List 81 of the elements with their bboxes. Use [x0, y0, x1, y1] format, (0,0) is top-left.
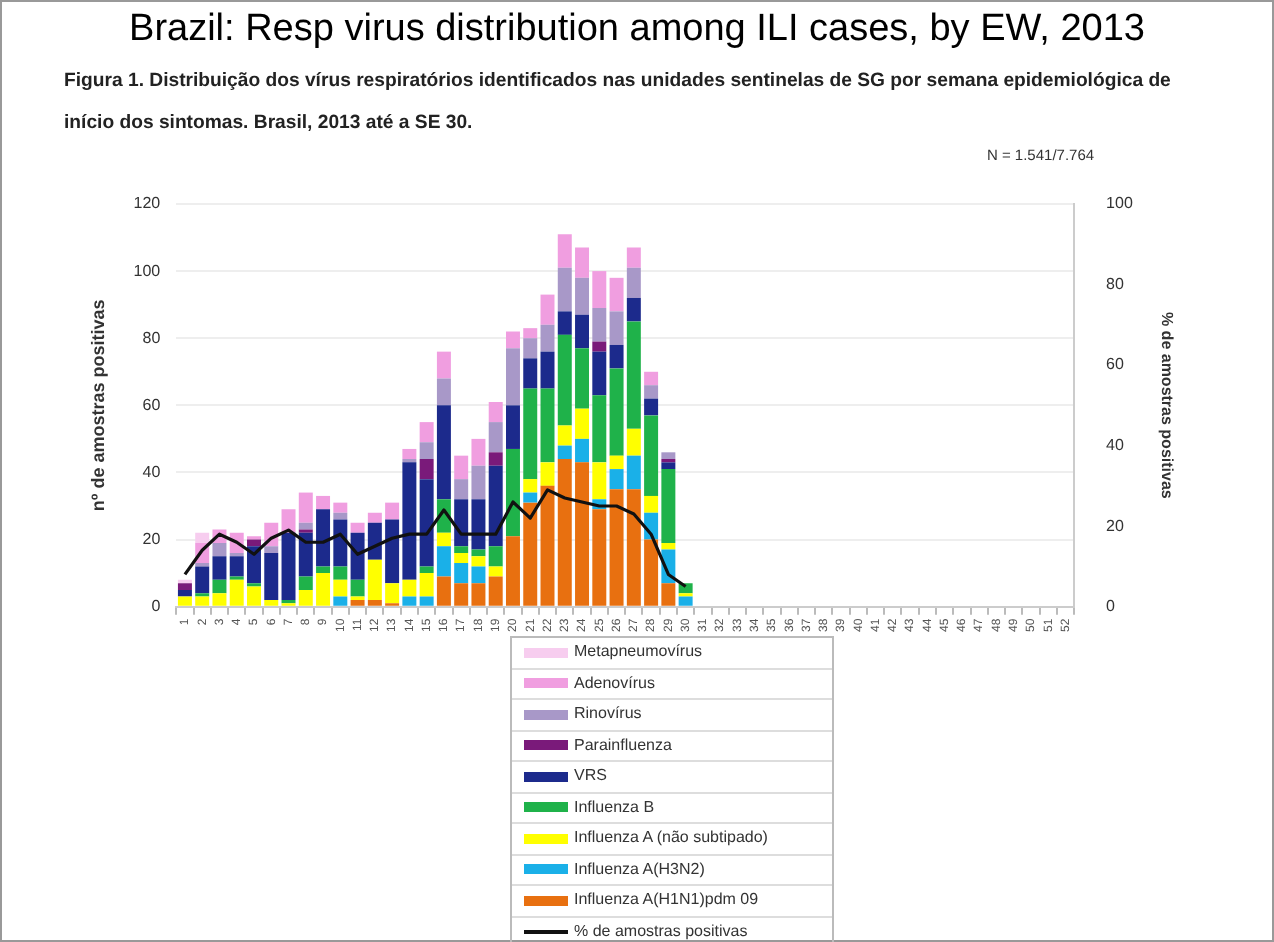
- y2-axis-title: % de amostras positivas: [1157, 311, 1176, 500]
- bar: [419, 566, 434, 574]
- bar: [436, 351, 451, 379]
- bar: [626, 247, 641, 268]
- legend-label: % de amostras positivas: [574, 919, 748, 942]
- chart-subtitle: Figura 1. Distribuição dos vírus respiratórios identificados nas unidades sentinelas de SG por semana epidemiológica de início dos sintomas. Brasil, 2013 até a SE 30.: [64, 68, 1173, 138]
- y2-tick-label: 100: [1106, 194, 1134, 213]
- bar: [626, 297, 641, 322]
- bar: [419, 442, 434, 460]
- bar: [264, 546, 279, 553]
- bar: [523, 358, 538, 389]
- bar: [626, 267, 641, 298]
- bar: [488, 422, 503, 453]
- y2-tick-label: 80: [1106, 274, 1125, 293]
- bar: [419, 573, 434, 597]
- bar: [436, 532, 451, 547]
- bar: [488, 566, 503, 577]
- y-tick-label: 0: [151, 597, 162, 616]
- bar: [177, 583, 192, 590]
- legend-label: Metapneumovírus: [574, 640, 703, 664]
- bar: [488, 465, 503, 547]
- y-tick-label: 100: [133, 261, 162, 280]
- bar: [523, 492, 538, 503]
- chart-title: Brazil: Resp virus distribution among ILI cases, by EW, 2013: [127, 8, 1147, 52]
- bar: [661, 452, 676, 460]
- y-tick-label: 60: [142, 395, 162, 414]
- legend-label: Adenovírus: [574, 671, 655, 695]
- bar: [540, 462, 555, 486]
- legend-label: Influenza A(H1N1)pdm 09: [574, 888, 759, 912]
- bar: [644, 371, 659, 386]
- legend-label: Influenza B: [574, 795, 655, 819]
- bar: [333, 596, 348, 606]
- bar: [540, 388, 555, 463]
- bar: [419, 422, 434, 443]
- bar: [609, 277, 624, 312]
- bar: [212, 579, 227, 594]
- bar: [592, 351, 607, 396]
- bar: [661, 542, 676, 550]
- legend-label: Influenza A (não subtipado): [574, 826, 768, 850]
- bar: [488, 546, 503, 567]
- bar: [644, 398, 659, 416]
- bar: [644, 385, 659, 399]
- bar: [540, 351, 555, 389]
- legend-label: VRS: [574, 764, 607, 788]
- bar: [540, 294, 555, 325]
- bar: [609, 455, 624, 470]
- bar: [609, 344, 624, 369]
- bar: [195, 532, 210, 543]
- legend-label: Influenza A(H3N2): [574, 857, 705, 882]
- bar: [436, 378, 451, 406]
- y2-tick-label: 60: [1106, 355, 1125, 374]
- bar: [488, 452, 503, 466]
- y-tick-label: 80: [142, 328, 162, 347]
- bar: [419, 459, 434, 480]
- y-axis-title: nº de amostras positivas: [87, 299, 108, 512]
- bar: [402, 448, 417, 460]
- bar: [488, 401, 503, 423]
- bar: [644, 495, 659, 513]
- y-tick-label: 120: [133, 194, 162, 213]
- bar: [523, 479, 538, 493]
- y-tick-label: 20: [142, 529, 162, 548]
- legend-label: Parainfluenza: [574, 733, 672, 757]
- bar: [419, 596, 434, 606]
- bar: [609, 311, 624, 345]
- bar: [592, 341, 607, 352]
- bar: [402, 596, 417, 606]
- bar: [592, 462, 607, 500]
- bar: [298, 576, 313, 590]
- bar: [350, 579, 365, 597]
- bar: [661, 462, 676, 470]
- y2-tick-label: 0: [1106, 597, 1117, 616]
- bar: [505, 405, 520, 449]
- bar: [678, 596, 693, 606]
- legend-label: Rinovírus: [574, 702, 642, 726]
- bar: [212, 542, 227, 557]
- bar: [626, 428, 641, 456]
- y-tick-label: 40: [142, 462, 162, 481]
- y2-tick-label: 20: [1106, 516, 1125, 535]
- bar: [350, 522, 365, 533]
- y2-tick-label: 40: [1106, 436, 1125, 454]
- bar: [540, 324, 555, 352]
